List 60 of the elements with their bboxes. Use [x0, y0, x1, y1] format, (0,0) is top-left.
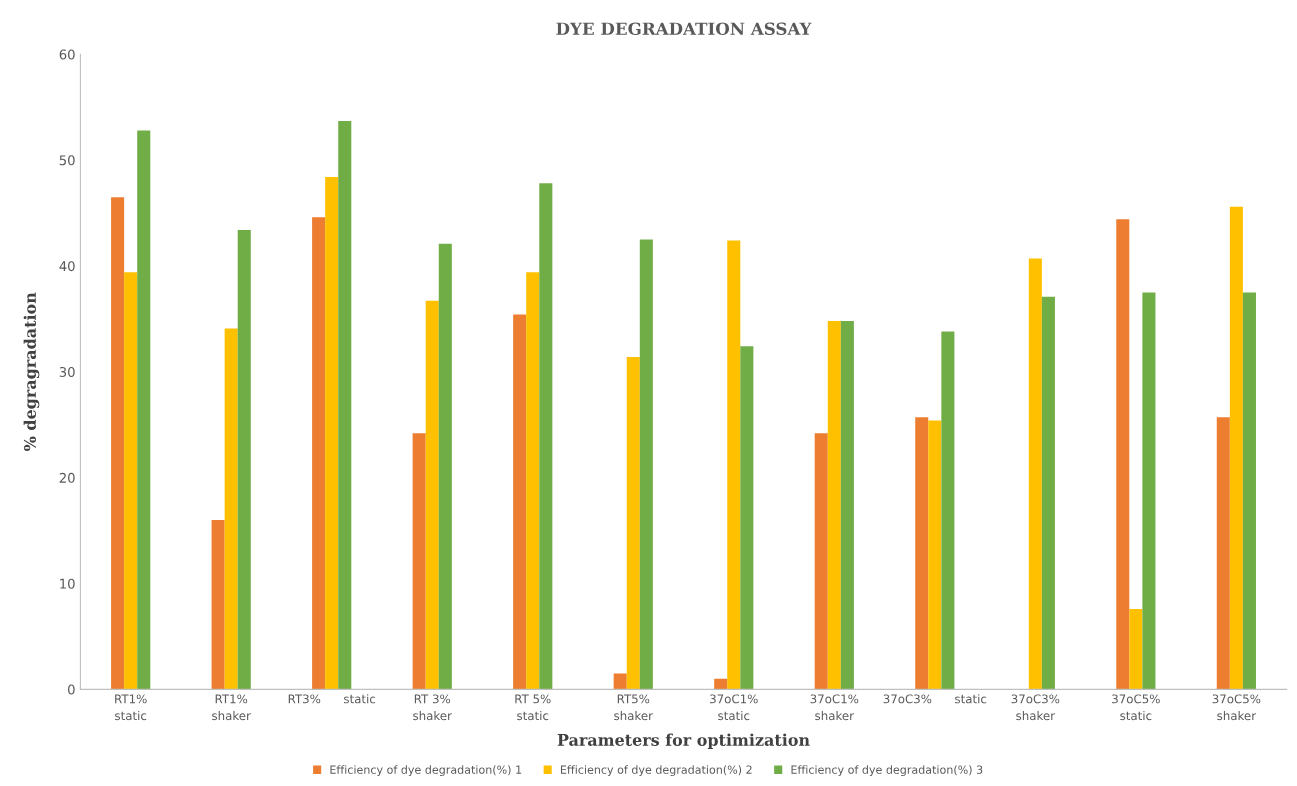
y-tick-label: 20 — [59, 472, 75, 483]
bar — [224, 328, 238, 690]
bar — [727, 240, 741, 690]
bar — [1242, 292, 1256, 690]
bar — [928, 420, 942, 690]
bar — [338, 120, 352, 690]
bar — [1041, 296, 1055, 690]
y-tick-label: 30 — [59, 367, 75, 377]
bar — [840, 320, 854, 690]
x-tick-label: RT3% static — [288, 694, 376, 704]
y-tick-label: 50 — [59, 155, 75, 166]
x-tick-label: RT1% static — [115, 694, 147, 721]
y-tick-label: 0 — [68, 684, 75, 695]
bar — [626, 356, 640, 690]
bar — [613, 673, 627, 690]
bar — [827, 320, 841, 690]
bar — [312, 217, 326, 690]
bar — [526, 272, 540, 690]
x-tick-label: RT1% shaker — [212, 694, 251, 721]
chart-title: DYE DEGRADATION ASSAY — [556, 22, 812, 36]
bar — [1216, 417, 1230, 690]
bar — [237, 229, 251, 690]
x-tick-label: 37oC5% shaker — [1212, 694, 1261, 721]
x-tick-label: RT 5% static — [515, 694, 551, 721]
bar — [539, 183, 553, 690]
bar — [325, 177, 339, 690]
y-tick-label: 60 — [59, 49, 75, 60]
bar — [124, 272, 138, 690]
x-tick-label: 37oC3% shaker — [1011, 694, 1060, 721]
bar — [1028, 258, 1042, 690]
bar — [814, 433, 828, 690]
x-tick-label: 37oC5% static — [1112, 694, 1160, 721]
bar — [941, 331, 955, 690]
y-axis-title: % degragradation — [23, 292, 40, 451]
y-tick-label: 10 — [60, 578, 75, 589]
x-tick-label: 37oC1% shaker — [810, 694, 859, 721]
bar — [513, 314, 527, 690]
x-tick-label: 37oC1% static — [710, 694, 758, 721]
bar — [639, 239, 653, 690]
bar — [915, 417, 929, 690]
bar — [714, 678, 728, 690]
bar — [740, 346, 754, 690]
bar — [412, 433, 426, 690]
bar — [1229, 206, 1243, 690]
x-tick-label: RT 3% shaker — [413, 694, 452, 721]
x-tick-label: 37oC3% static — [883, 694, 987, 704]
bar — [1142, 292, 1156, 690]
legend-label: Efficiency of dye degradation(%) 1 — [330, 765, 522, 776]
bar — [211, 519, 225, 690]
bar — [438, 243, 452, 690]
x-tick-label: RT5% shaker — [614, 694, 653, 721]
bar — [1129, 608, 1143, 690]
legend-label: Efficiency of dye degradation(%) 2 — [560, 765, 752, 776]
x-axis-title: Parameters for optimization — [557, 733, 810, 749]
bar — [111, 197, 125, 690]
legend-label: Efficiency of dye degradation(%) 3 — [791, 765, 983, 776]
y-tick-label: 40 — [59, 261, 75, 272]
bar — [1116, 219, 1130, 690]
bar — [425, 300, 439, 690]
bar — [137, 130, 151, 690]
